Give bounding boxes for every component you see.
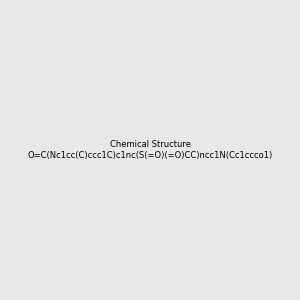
Text: Chemical Structure
O=C(Nc1cc(C)ccc1C)c1nc(S(=O)(=O)CC)ncc1N(Cc1ccco1): Chemical Structure O=C(Nc1cc(C)ccc1C)c1n… bbox=[27, 140, 273, 160]
